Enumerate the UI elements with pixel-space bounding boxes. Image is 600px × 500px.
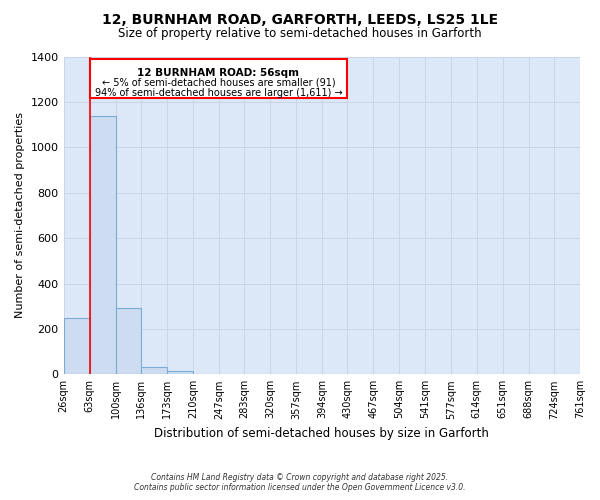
- Bar: [141, 368, 167, 374]
- Text: ← 5% of semi-detached houses are smaller (91): ← 5% of semi-detached houses are smaller…: [101, 78, 335, 88]
- Bar: [64, 318, 89, 374]
- Text: 12 BURNHAM ROAD: 56sqm: 12 BURNHAM ROAD: 56sqm: [137, 68, 299, 78]
- Bar: [116, 308, 141, 374]
- Text: 94% of semi-detached houses are larger (1,611) →: 94% of semi-detached houses are larger (…: [95, 88, 342, 98]
- X-axis label: Distribution of semi-detached houses by size in Garforth: Distribution of semi-detached houses by …: [154, 427, 489, 440]
- Bar: [89, 59, 347, 98]
- Y-axis label: Number of semi-detached properties: Number of semi-detached properties: [15, 112, 25, 318]
- Text: Size of property relative to semi-detached houses in Garforth: Size of property relative to semi-detach…: [118, 28, 482, 40]
- Text: 12, BURNHAM ROAD, GARFORTH, LEEDS, LS25 1LE: 12, BURNHAM ROAD, GARFORTH, LEEDS, LS25 …: [102, 12, 498, 26]
- Text: Contains HM Land Registry data © Crown copyright and database right 2025.
Contai: Contains HM Land Registry data © Crown c…: [134, 473, 466, 492]
- Bar: [167, 371, 193, 374]
- Bar: [89, 116, 116, 374]
